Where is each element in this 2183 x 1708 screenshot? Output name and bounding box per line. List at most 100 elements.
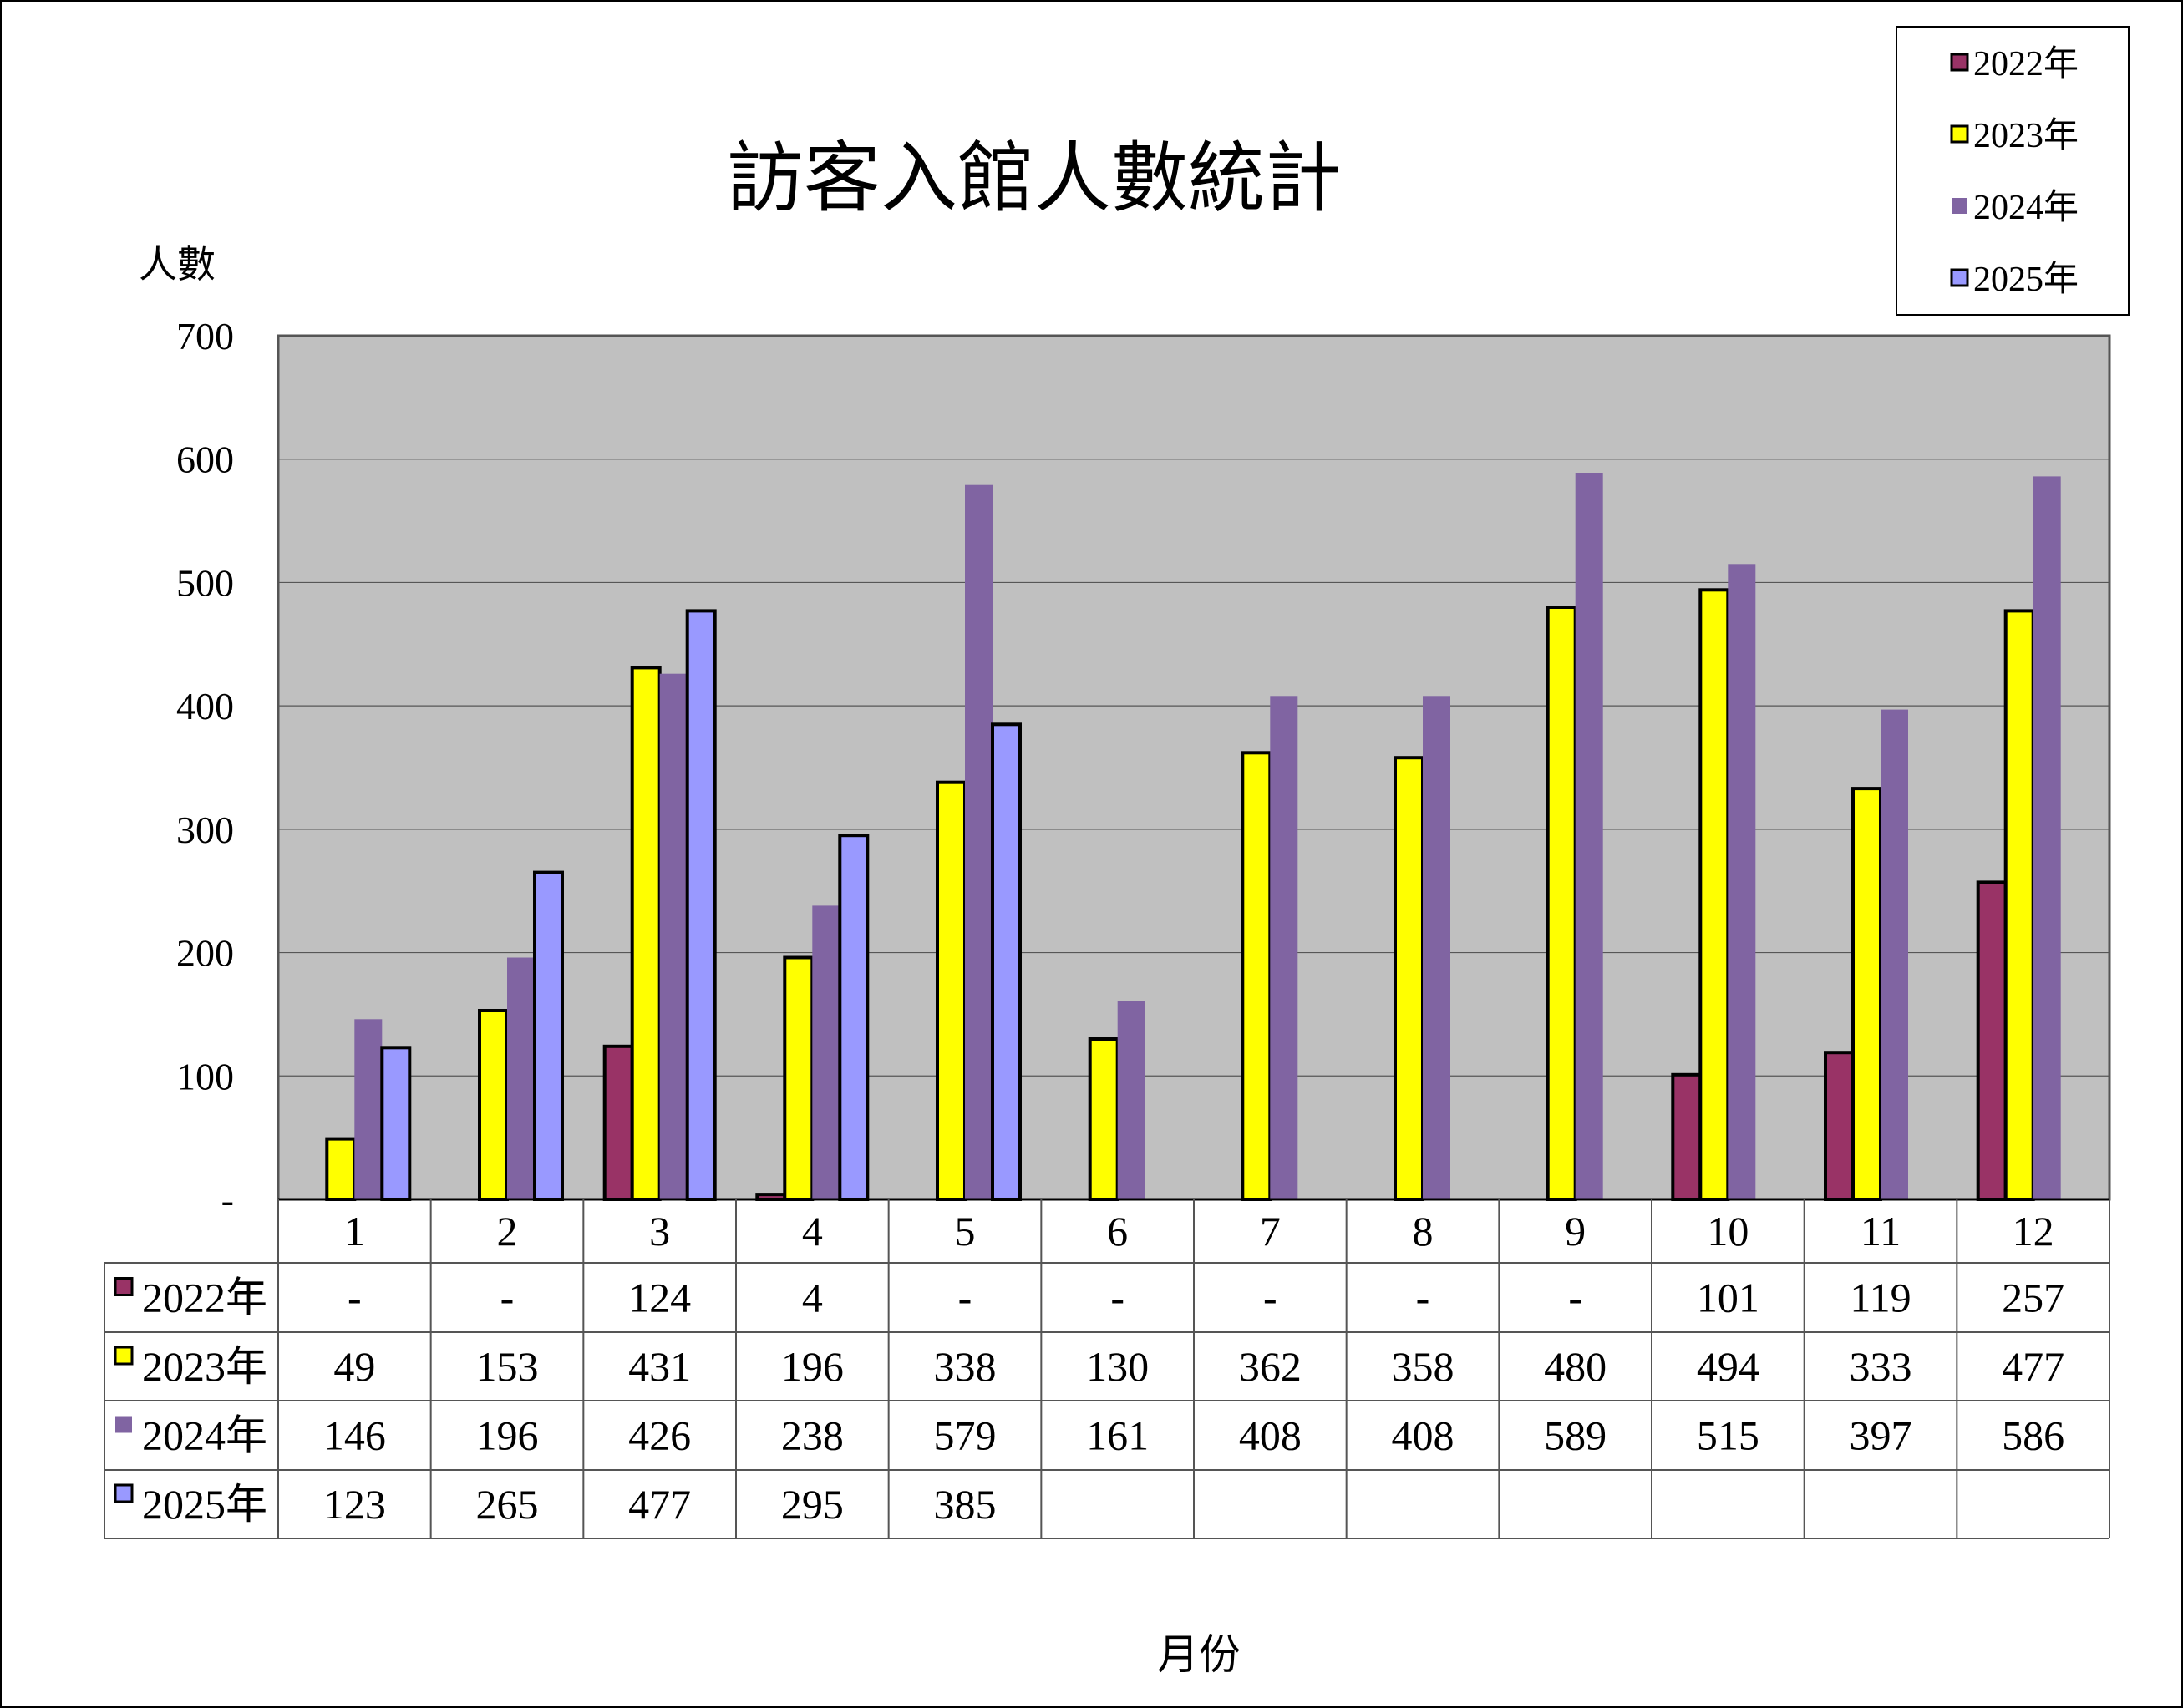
data-label: 130 bbox=[1086, 1343, 1149, 1390]
data-label: - bbox=[1110, 1275, 1124, 1321]
y-tick-label: 200 bbox=[176, 932, 234, 975]
data-label: 196 bbox=[781, 1343, 844, 1390]
data-label: 477 bbox=[628, 1481, 691, 1528]
x-tick-label: 8 bbox=[1413, 1208, 1434, 1254]
data-label: 265 bbox=[476, 1481, 539, 1528]
x-tick-label: 7 bbox=[1260, 1208, 1281, 1254]
table-series-label: 2024年 bbox=[142, 1412, 267, 1459]
table-series-key bbox=[114, 1277, 134, 1296]
x-tick-label: 10 bbox=[1707, 1208, 1749, 1254]
bar-2024年-7 bbox=[1270, 696, 1298, 1199]
bar-2023年-12 bbox=[2003, 609, 2035, 1201]
bar-2024年-5 bbox=[965, 484, 993, 1199]
x-tick-label: 1 bbox=[344, 1208, 365, 1254]
bar-2023年-3 bbox=[630, 666, 662, 1201]
x-tick-label: 11 bbox=[1861, 1208, 1901, 1254]
data-label: 161 bbox=[1086, 1412, 1149, 1459]
data-label: 333 bbox=[1850, 1343, 1912, 1390]
bar-2025年-3 bbox=[685, 609, 717, 1201]
data-label: 146 bbox=[323, 1412, 386, 1459]
legend-swatch bbox=[1950, 124, 1969, 144]
y-tick-label: 500 bbox=[176, 561, 234, 604]
bar-2024年-9 bbox=[1575, 473, 1603, 1199]
data-label: 4 bbox=[802, 1275, 823, 1321]
y-tick-label: 300 bbox=[176, 808, 234, 851]
y-tick-label: 100 bbox=[176, 1055, 234, 1097]
bar-2024年-11 bbox=[1881, 709, 1908, 1199]
data-label: 338 bbox=[934, 1343, 997, 1390]
data-label: 153 bbox=[476, 1343, 539, 1390]
legend-swatch bbox=[1950, 268, 1969, 287]
bar-2024年-1 bbox=[354, 1019, 383, 1199]
data-label: 101 bbox=[1697, 1275, 1759, 1321]
bar-2023年-8 bbox=[1394, 756, 1424, 1201]
data-label: 196 bbox=[476, 1412, 539, 1459]
legend-swatch bbox=[1950, 53, 1969, 72]
data-label: 295 bbox=[781, 1481, 844, 1528]
data-label: 119 bbox=[1850, 1275, 1911, 1321]
bar-2023年-7 bbox=[1241, 751, 1272, 1201]
table-series-label: 2023年 bbox=[142, 1343, 267, 1390]
bar-2025年-5 bbox=[991, 722, 1022, 1201]
data-label: 480 bbox=[1544, 1343, 1607, 1390]
y-tick-label: 600 bbox=[176, 438, 234, 481]
data-label: - bbox=[348, 1275, 362, 1321]
y-tick-label: 400 bbox=[176, 685, 234, 727]
bar-2025年-4 bbox=[838, 834, 870, 1201]
data-label: 408 bbox=[1239, 1412, 1302, 1459]
bar-2022年-12 bbox=[1976, 880, 2008, 1202]
bar-2023年-2 bbox=[478, 1009, 509, 1201]
plot-background bbox=[278, 336, 2109, 1199]
data-label: 124 bbox=[628, 1275, 691, 1321]
x-tick-label: 9 bbox=[1565, 1208, 1586, 1254]
table-series-key bbox=[114, 1483, 134, 1503]
x-tick-label: 3 bbox=[649, 1208, 670, 1254]
bar-2024年-8 bbox=[1423, 696, 1450, 1199]
data-label: 408 bbox=[1392, 1412, 1454, 1459]
bar-2023年-11 bbox=[1851, 787, 1882, 1201]
bar-2024年-2 bbox=[507, 957, 535, 1199]
bar-2024年-12 bbox=[2033, 476, 2061, 1199]
data-label: - bbox=[1416, 1275, 1430, 1321]
table-series-label: 2022年 bbox=[142, 1275, 267, 1321]
legend-label: 2022年 bbox=[1973, 44, 2079, 84]
x-axis-label: 月份 bbox=[1157, 1630, 1241, 1679]
bar-2024年-3 bbox=[659, 673, 688, 1199]
data-label: 477 bbox=[2002, 1343, 2064, 1390]
data-label: - bbox=[500, 1275, 515, 1321]
data-label: - bbox=[1263, 1275, 1277, 1321]
y-tick-label: 700 bbox=[176, 315, 234, 357]
data-label: 397 bbox=[1850, 1412, 1912, 1459]
bar-2024年-4 bbox=[812, 905, 840, 1199]
x-tick-label: 5 bbox=[955, 1208, 976, 1254]
bar-2023年-4 bbox=[783, 955, 815, 1201]
data-label: 257 bbox=[2002, 1275, 2064, 1321]
legend: 2022年 2023年 2024年 2025年 bbox=[1896, 26, 2130, 316]
bar-2023年-5 bbox=[936, 780, 967, 1201]
bar-2022年-3 bbox=[602, 1044, 634, 1202]
data-label: 589 bbox=[1544, 1412, 1607, 1459]
data-label: - bbox=[1568, 1275, 1582, 1321]
x-tick-label: 2 bbox=[497, 1208, 518, 1254]
data-label: 358 bbox=[1392, 1343, 1454, 1390]
data-label: 426 bbox=[628, 1412, 691, 1459]
data-label: - bbox=[958, 1275, 972, 1321]
legend-swatch bbox=[1952, 198, 1967, 214]
data-label: 385 bbox=[934, 1481, 997, 1528]
legend-label: 2024年 bbox=[1973, 188, 2079, 227]
bar-2025年-2 bbox=[533, 870, 564, 1201]
data-label: 494 bbox=[1697, 1343, 1759, 1390]
chart-title: 訪客入館人數統計 bbox=[727, 134, 1342, 223]
data-label: 586 bbox=[2002, 1412, 2064, 1459]
bar-2023年-9 bbox=[1546, 606, 1577, 1201]
bar-2025年-1 bbox=[380, 1046, 412, 1202]
bar-2022年-10 bbox=[1671, 1072, 1703, 1202]
y-tick-label: - bbox=[221, 1178, 234, 1221]
bar-2024年-10 bbox=[1728, 564, 1756, 1199]
data-label: 579 bbox=[934, 1412, 997, 1459]
legend-box bbox=[1896, 26, 2130, 316]
data-label: 431 bbox=[628, 1343, 691, 1390]
